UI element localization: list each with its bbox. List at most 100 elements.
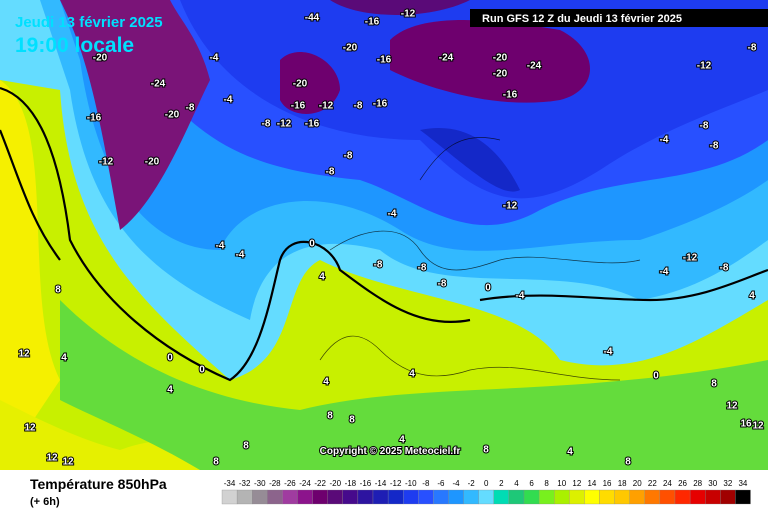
legend-tick-label: 24 [663, 479, 672, 488]
contour-label: 4 [61, 353, 67, 364]
legend-tick-label: -14 [375, 479, 387, 488]
legend-tick-label: 20 [633, 479, 642, 488]
legend-swatch [282, 489, 298, 505]
legend-tick-label: -4 [452, 479, 460, 488]
legend-tick-label: -8 [422, 479, 430, 488]
legend-tick-label: 26 [678, 479, 687, 488]
contour-label: -44 [305, 13, 320, 24]
contour-label: 4 [167, 385, 173, 396]
legend-tick-label: 0 [484, 479, 489, 488]
contour-label: 8 [711, 379, 717, 390]
legend-swatch [418, 489, 434, 505]
contour-label: 8 [483, 445, 489, 456]
contour-label: -4 [660, 267, 669, 278]
contour-label: -8 [326, 167, 335, 178]
time: 19:00 locale [15, 34, 134, 57]
contour-label: -16 [87, 113, 102, 124]
contour-label: 0 [485, 283, 491, 294]
legend-tick-label: -32 [239, 479, 251, 488]
contour-label: -8 [710, 141, 719, 152]
legend-swatch [569, 489, 585, 505]
legend-tick-label: -28 [269, 479, 281, 488]
contour-label: 8 [625, 457, 631, 468]
contour-label: -4 [216, 241, 225, 252]
legend-swatch [735, 489, 751, 505]
legend-tick-label: -30 [254, 479, 266, 488]
legend-swatch [659, 489, 676, 505]
legend-swatch [236, 489, 253, 505]
coastlines [319, 137, 641, 381]
legend-tick-label: -34 [224, 479, 236, 488]
contour-label: -12 [503, 201, 518, 212]
legend-swatch [674, 489, 691, 505]
legend-tick-label: 8 [544, 479, 549, 488]
legend-swatch [644, 489, 661, 505]
contour-label: 8 [55, 285, 61, 296]
legend-tick-label: 30 [708, 479, 717, 488]
contour-label: -16 [377, 55, 392, 66]
contour-label: -20 [145, 157, 160, 168]
legend-swatch [493, 489, 510, 505]
contour-label: 12 [62, 457, 74, 468]
contour-label: 12 [18, 349, 30, 360]
contour-label: -12 [277, 119, 292, 130]
copyright: Copyright © 2025 Meteociel.fr [320, 446, 461, 457]
contour-label: -16 [291, 101, 306, 112]
contour-label: 12 [24, 423, 36, 434]
legend-tick-label: 14 [587, 479, 596, 488]
contour-label: -4 [224, 95, 233, 106]
footer-title: Température 850hPa [30, 476, 167, 492]
legend-swatch [342, 489, 359, 505]
contour-label: -16 [503, 90, 518, 101]
contour-label: -20 [493, 69, 508, 80]
contour-label: 4 [409, 369, 415, 380]
run-box [470, 9, 768, 27]
contour-label: -4 [660, 135, 669, 146]
contour-label: 0 [309, 239, 315, 250]
legend-tick-label: 32 [723, 479, 732, 488]
contour-label: -4 [516, 291, 525, 302]
contour-label: 0 [199, 365, 205, 376]
legend-swatch [629, 489, 645, 505]
legend-tick-label: 16 [603, 479, 612, 488]
contour-label: -24 [439, 53, 454, 64]
legend-tick-label: -10 [405, 479, 417, 488]
legend-tick-label: 28 [693, 479, 702, 488]
legend-swatch [538, 489, 555, 505]
legend-tick-label: -16 [360, 479, 372, 488]
contour-label: 12 [726, 401, 738, 412]
legend-tick-label: 10 [557, 479, 566, 488]
legend-tick-label: -24 [299, 479, 311, 488]
legend-swatch [720, 489, 736, 505]
contour-label: -8 [262, 119, 271, 130]
contour-label: -4 [236, 250, 245, 261]
legend-tick-label: -22 [314, 479, 326, 488]
contour-label: -16 [305, 119, 320, 130]
legend-swatch [705, 489, 721, 505]
legend-swatch [448, 489, 464, 505]
contour-label: -8 [344, 151, 353, 162]
contour-label: -4 [388, 209, 397, 220]
legend-swatch [523, 489, 540, 505]
contour-label: 4 [399, 435, 405, 446]
legend-tick-label: 34 [738, 479, 747, 488]
legend-swatch [689, 489, 706, 505]
legend-swatch [599, 489, 615, 505]
contour-label: 12 [46, 453, 58, 464]
contour-label: 16 [740, 419, 752, 430]
contour-label: 4 [319, 272, 325, 283]
legend-tick-label: 22 [648, 479, 657, 488]
legend-swatch [478, 489, 494, 505]
legend-tick-label: -26 [284, 479, 296, 488]
contour-label: -8 [418, 263, 427, 274]
contour-label: -20 [165, 110, 180, 121]
contour-label: -16 [373, 99, 388, 110]
legend-tick-label: -2 [468, 479, 476, 488]
legend-swatch [463, 489, 479, 505]
contour-label: -20 [293, 79, 308, 90]
legend-tick-label: -18 [345, 479, 357, 488]
contour-label: 4 [567, 447, 573, 458]
legend-swatch [327, 489, 343, 505]
legend-swatch [252, 489, 268, 505]
